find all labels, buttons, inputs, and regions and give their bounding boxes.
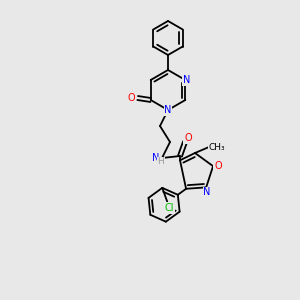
- Text: N: N: [164, 105, 172, 115]
- Text: N: N: [152, 153, 160, 163]
- Text: CH₃: CH₃: [209, 142, 225, 152]
- Text: O: O: [214, 161, 222, 171]
- Text: N: N: [203, 188, 211, 197]
- Text: H: H: [158, 158, 164, 166]
- Text: N: N: [183, 75, 190, 85]
- Text: O: O: [184, 133, 192, 143]
- Text: O: O: [128, 93, 136, 103]
- Text: Cl: Cl: [164, 203, 174, 213]
